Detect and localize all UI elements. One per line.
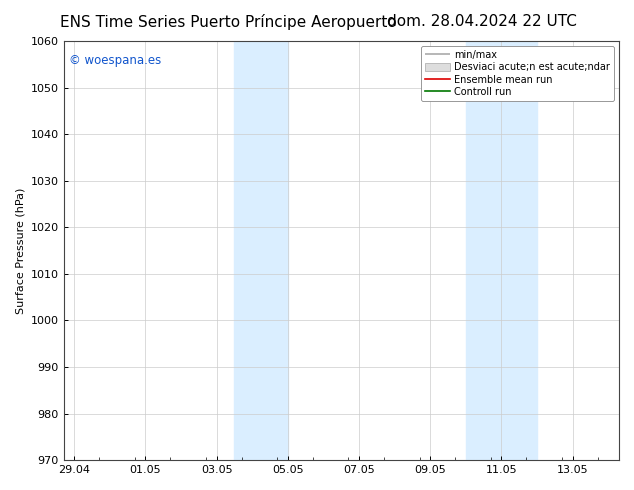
- Bar: [235, 41, 288, 460]
- Text: © woespana.es: © woespana.es: [69, 53, 161, 67]
- Text: dom. 28.04.2024 22 UTC: dom. 28.04.2024 22 UTC: [387, 14, 577, 29]
- Y-axis label: Surface Pressure (hPa): Surface Pressure (hPa): [15, 187, 25, 314]
- Text: ENS Time Series Puerto Príncipe Aeropuerto: ENS Time Series Puerto Príncipe Aeropuer…: [60, 14, 397, 30]
- Bar: [466, 41, 537, 460]
- Legend: min/max, Desviaci acute;n est acute;ndar, Ensemble mean run, Controll run: min/max, Desviaci acute;n est acute;ndar…: [422, 46, 614, 101]
